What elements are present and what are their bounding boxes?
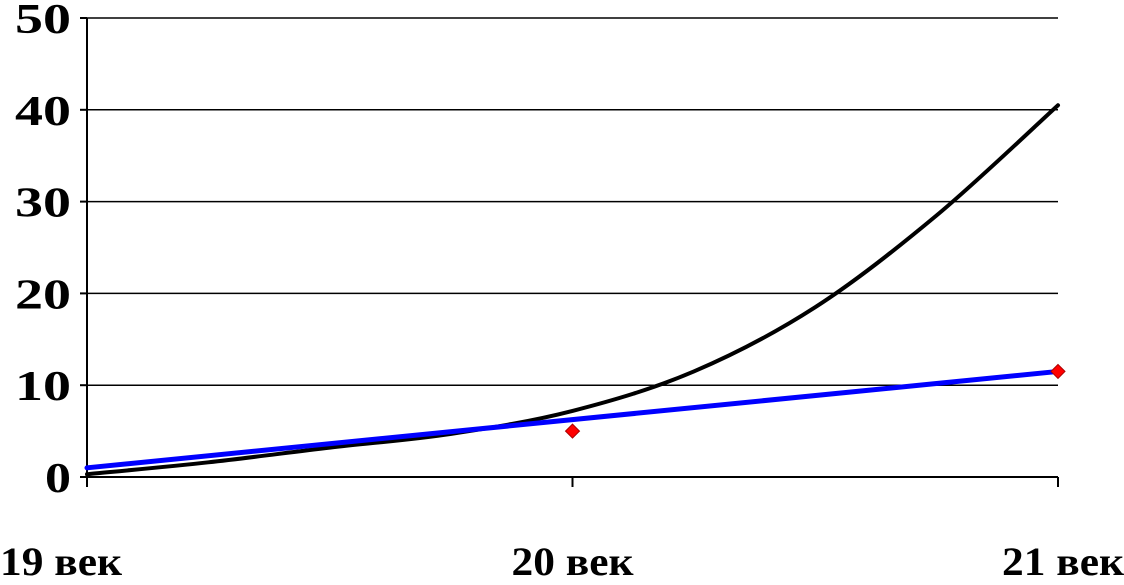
data-point-marker bbox=[564, 423, 581, 439]
x-tick-label: 19 век bbox=[0, 539, 122, 584]
y-tick-label: 30 bbox=[15, 181, 71, 227]
series-lines bbox=[84, 103, 1061, 477]
series-line-2 bbox=[84, 368, 1061, 471]
series-line-1 bbox=[85, 103, 1060, 477]
y-tick-label: 0 bbox=[45, 456, 71, 502]
data-point-marker bbox=[1050, 363, 1066, 380]
y-tick-labels: 0 10 20 30 40 50 bbox=[15, 0, 71, 502]
x-tick-labels: 19 век 20 век 21 век bbox=[0, 539, 1124, 584]
y-tick-label: 10 bbox=[15, 364, 71, 410]
y-tick-label: 40 bbox=[15, 89, 71, 135]
grid-lines bbox=[87, 17, 1058, 386]
series-markers bbox=[564, 363, 1066, 439]
y-tick-label: 20 bbox=[15, 272, 71, 318]
x-tick-label: 21 век bbox=[1002, 539, 1124, 584]
y-tick-label: 50 bbox=[15, 0, 71, 43]
x-tick-label: 20 век bbox=[512, 539, 634, 584]
axes bbox=[80, 17, 1059, 487]
